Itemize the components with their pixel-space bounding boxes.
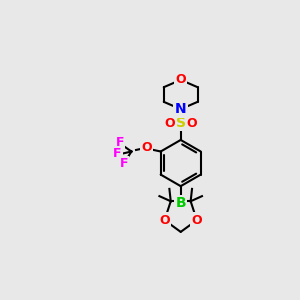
Text: O: O xyxy=(142,141,152,154)
Text: S: S xyxy=(176,116,186,130)
Text: F: F xyxy=(119,157,128,170)
Text: F: F xyxy=(116,136,124,149)
Text: O: O xyxy=(191,214,202,227)
Text: O: O xyxy=(159,214,170,227)
Text: N: N xyxy=(175,102,187,116)
Text: B: B xyxy=(176,196,186,210)
Text: O: O xyxy=(176,74,186,86)
Text: O: O xyxy=(165,116,175,130)
Text: O: O xyxy=(186,116,197,130)
Text: F: F xyxy=(113,147,122,160)
